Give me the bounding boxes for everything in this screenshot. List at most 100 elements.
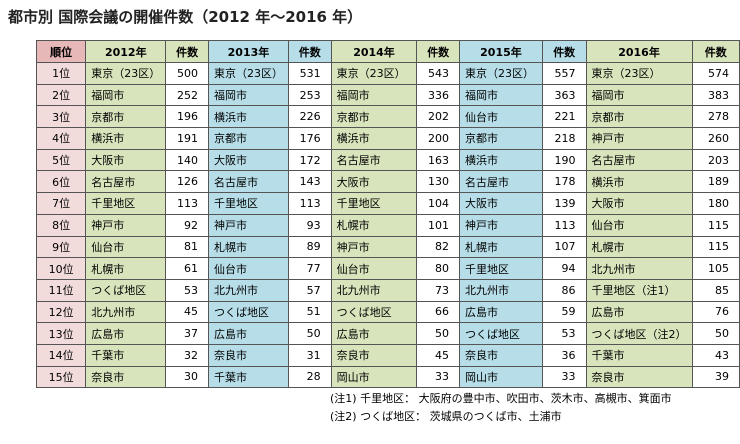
- city-cell: 横浜市: [207, 105, 289, 129]
- count-cell: 200: [416, 127, 461, 150]
- count-cell: 37: [165, 322, 209, 345]
- title: 都市別 国際会議の開催件数（2012 年～2016 年）: [8, 8, 363, 26]
- city-cell: 仙台市: [207, 257, 289, 280]
- city-cell: 神戸市: [85, 213, 167, 237]
- count-cell: 163: [416, 148, 461, 172]
- city-cell: 大阪市: [459, 192, 543, 215]
- city-cell: 仙台市: [459, 105, 543, 129]
- ranking-table: 順位 2012年 件数 2013年 件数 2014年 件数 2015年 件数 2016年 件数 1位東…: [35, 40, 740, 389]
- rank-cell: 7位: [35, 192, 87, 215]
- count-cell: 221: [541, 105, 587, 129]
- count-cell: 45: [416, 343, 461, 367]
- city-cell: 岡山市: [459, 365, 543, 389]
- city-cell: 仙台市: [585, 213, 693, 237]
- city-cell: 千葉市: [207, 365, 289, 389]
- table-row: 9位 仙台市 81 札幌市 89 神戸市 82 札幌市 107 札幌市 115: [35, 235, 740, 259]
- city-cell: 神戸市: [207, 213, 289, 237]
- city-cell: 名古屋市: [585, 148, 693, 172]
- city-cell: 札幌市: [459, 235, 543, 259]
- rank-cell: 5位: [35, 148, 87, 172]
- city-cell: 東京（23区）: [459, 62, 543, 85]
- city-cell: 奈良市: [330, 343, 418, 367]
- count-cell: 104: [416, 192, 461, 215]
- header-cell: 2014年: [330, 40, 418, 63]
- table-row: 4位 横浜市 191 京都市 176 横浜市 200 京都市 218 神戸市 260: [35, 127, 740, 150]
- city-cell: 奈良市: [85, 365, 167, 389]
- notes: (注1) 千里地区： 大阪府の豊中市、吹田市、茨木市、高槻市、箕面市 (注2) つ…: [330, 390, 672, 426]
- count-cell: 113: [287, 192, 332, 215]
- count-cell: 253: [287, 83, 332, 107]
- city-cell: 京都市: [207, 127, 289, 150]
- city-cell: 大阪市: [85, 148, 167, 172]
- city-cell: 千里地区: [85, 192, 167, 215]
- city-cell: 大阪市: [207, 148, 289, 172]
- city-cell: 京都市: [85, 105, 167, 129]
- table-row: 12位 北九州市 45 つくば地区 51 つくば地区 66 広島市 59 広島市 76: [35, 300, 740, 324]
- rank-cell: 3位: [35, 105, 87, 129]
- city-cell: 東京（23区）: [85, 62, 167, 85]
- count-cell: 94: [541, 257, 587, 280]
- city-cell: 仙台市: [330, 257, 418, 280]
- city-cell: つくば地区（注2）: [585, 322, 693, 345]
- city-cell: 札幌市: [85, 257, 167, 280]
- count-cell: 278: [691, 105, 740, 129]
- table-row: 7位 千里地区 113 千里地区 113 千里地区 104 大阪市 139 大阪市 180: [35, 192, 740, 215]
- count-cell: 53: [541, 322, 587, 345]
- city-cell: 千里地区: [330, 192, 418, 215]
- city-cell: 名古屋市: [459, 170, 543, 194]
- header-cell: 件数: [416, 40, 461, 63]
- city-cell: 北九州市: [207, 278, 289, 302]
- count-cell: 28: [287, 365, 332, 389]
- city-cell: 千葉市: [585, 343, 693, 367]
- city-cell: 北九州市: [459, 278, 543, 302]
- count-cell: 252: [165, 83, 209, 107]
- count-cell: 383: [691, 83, 740, 107]
- note: (注1) 千里地区： 大阪府の豊中市、吹田市、茨木市、高槻市、箕面市: [330, 392, 672, 405]
- count-cell: 32: [165, 343, 209, 367]
- count-cell: 39: [691, 365, 740, 389]
- table-row: 13位 広島市 37 広島市 50 広島市 50 つくば地区 53 つくば地区（注2） 50: [35, 322, 740, 345]
- count-cell: 191: [165, 127, 209, 150]
- city-cell: 名古屋市: [85, 170, 167, 194]
- count-cell: 105: [691, 257, 740, 280]
- count-cell: 50: [416, 322, 461, 345]
- header-cell: 2012年: [85, 40, 167, 63]
- count-cell: 82: [416, 235, 461, 259]
- city-cell: 千里地区（注1）: [585, 278, 693, 302]
- count-cell: 50: [287, 322, 332, 345]
- count-cell: 77: [287, 257, 332, 280]
- count-cell: 93: [287, 213, 332, 237]
- count-cell: 190: [541, 148, 587, 172]
- city-cell: 東京（23区）: [330, 62, 418, 85]
- header-cell: 2015年: [459, 40, 543, 63]
- note: (注2) つくば地区： 茨城県のつくば市、土浦市: [330, 410, 562, 423]
- header-cell: 2016年: [585, 40, 693, 63]
- rank-cell: 11位: [35, 278, 87, 302]
- count-cell: 101: [416, 213, 461, 237]
- count-cell: 189: [691, 170, 740, 194]
- count-cell: 31: [287, 343, 332, 367]
- city-cell: 横浜市: [330, 127, 418, 150]
- header-cell: 順位: [35, 40, 87, 63]
- rank-cell: 13位: [35, 322, 87, 345]
- city-cell: 大阪市: [330, 170, 418, 194]
- count-cell: 180: [691, 192, 740, 215]
- city-cell: 神戸市: [330, 235, 418, 259]
- count-cell: 85: [691, 278, 740, 302]
- city-cell: 奈良市: [459, 343, 543, 367]
- count-cell: 50: [691, 322, 740, 345]
- city-cell: つくば地区: [459, 322, 543, 345]
- rank-cell: 6位: [35, 170, 87, 194]
- header-cell: 件数: [691, 40, 740, 63]
- city-cell: 千葉市: [85, 343, 167, 367]
- city-cell: 北九州市: [330, 278, 418, 302]
- header-cell: 件数: [541, 40, 587, 63]
- count-cell: 73: [416, 278, 461, 302]
- count-cell: 30: [165, 365, 209, 389]
- count-cell: 51: [287, 300, 332, 324]
- city-cell: つくば地区: [207, 300, 289, 324]
- city-cell: 横浜市: [85, 127, 167, 150]
- city-cell: つくば地区: [330, 300, 418, 324]
- count-cell: 260: [691, 127, 740, 150]
